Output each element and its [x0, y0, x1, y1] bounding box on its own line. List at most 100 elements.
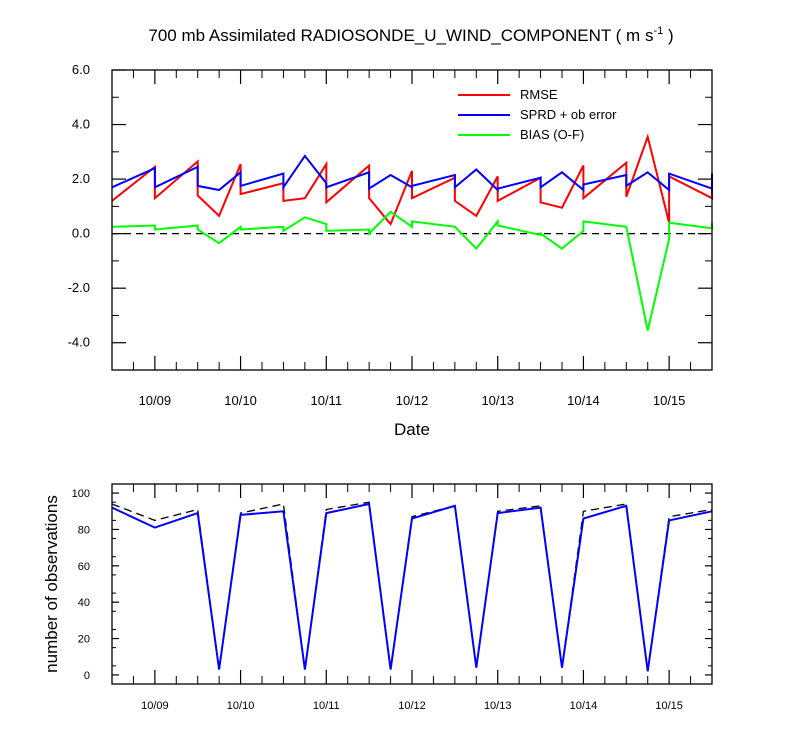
- data-point-2-17: [411, 221, 412, 222]
- plot-frame: [111, 483, 713, 685]
- data-point-2-31: [669, 239, 670, 240]
- data-point-1-28: [626, 174, 627, 175]
- data-point-0-7: [326, 509, 327, 510]
- y-tick-label: 6.0: [72, 62, 90, 77]
- data-point-0-11: [326, 164, 327, 165]
- data-point-2-13: [369, 229, 370, 230]
- data-point-0-5: [219, 215, 220, 216]
- data-point-1-2: [197, 513, 198, 514]
- data-point-1-14: [369, 188, 370, 189]
- data-point-1-3: [219, 669, 220, 670]
- data-point-1-11: [326, 183, 327, 184]
- data-point-1-5: [283, 511, 284, 512]
- data-point-0-13: [369, 165, 370, 166]
- data-point-2-15: [390, 211, 391, 212]
- chart-title: 700 mb Assimilated RADIOSONDE_U_WIND_COM…: [148, 25, 673, 45]
- x-tick-label: 10/15: [655, 700, 683, 712]
- data-point-1-20: [476, 169, 477, 170]
- data-point-1-7: [240, 185, 241, 186]
- data-point-1-16: [411, 187, 412, 188]
- data-point-2-20: [476, 248, 477, 249]
- data-point-2-21: [497, 221, 498, 222]
- data-point-2-2: [154, 229, 155, 230]
- data-point-2-3: [197, 225, 198, 226]
- y-tick-label: 100: [72, 488, 90, 500]
- data-point-1-29: [626, 185, 627, 186]
- data-point-0-1: [154, 520, 155, 521]
- data-point-1-2: [154, 187, 155, 188]
- x-tick-label: 10/09: [139, 393, 172, 408]
- data-point-1-3: [197, 166, 198, 167]
- data-point-1-9: [390, 669, 391, 670]
- data-point-2-12: [326, 230, 327, 231]
- data-point-2-25: [561, 248, 562, 249]
- data-point-0-28: [626, 162, 627, 163]
- data-point-1-19: [454, 187, 455, 188]
- legend-label-1: SPRD + ob error: [520, 107, 617, 122]
- data-point-0-17: [626, 503, 627, 504]
- data-point-0-29: [626, 196, 627, 197]
- data-point-1-6: [304, 669, 305, 670]
- data-point-1-15: [390, 174, 391, 175]
- data-point-0-10: [304, 198, 305, 199]
- y-tick-label: -2.0: [68, 280, 90, 295]
- data-point-1-10: [411, 518, 412, 519]
- data-point-1-17: [411, 185, 412, 186]
- data-point-1-16: [583, 518, 584, 519]
- data-point-0-21: [497, 176, 498, 177]
- data-point-1-1: [154, 527, 155, 528]
- data-point-2-29: [626, 226, 627, 227]
- x-tick-label: 10/13: [484, 700, 512, 712]
- y-tick-label: 20: [78, 634, 90, 646]
- x-tick-label: 10/11: [313, 700, 340, 712]
- data-point-1-7: [326, 513, 327, 514]
- data-point-1-8: [283, 173, 284, 174]
- data-point-0-19: [454, 200, 455, 201]
- data-point-0-4: [240, 513, 241, 514]
- data-point-2-5: [219, 243, 220, 244]
- bottom-panel: 10/09 10/10 10/11 10/12 10/13 10/14 10/15 0 20 40…: [42, 483, 713, 712]
- data-point-0-13: [497, 511, 498, 512]
- data-point-2-19: [454, 226, 455, 227]
- data-point-2-14: [369, 233, 370, 234]
- data-point-2-24: [540, 233, 541, 234]
- y-tick-label: 4.0: [72, 117, 90, 132]
- data-point-1-26: [583, 189, 584, 190]
- y-tick-label: 2.0: [72, 171, 90, 186]
- data-point-1-13: [497, 513, 498, 514]
- data-point-1-15: [561, 667, 562, 668]
- data-point-2-9: [283, 230, 284, 231]
- data-point-0-6: [240, 164, 241, 165]
- data-point-1-31: [669, 189, 670, 190]
- data-point-2-22: [497, 225, 498, 226]
- data-point-1-8: [369, 503, 370, 504]
- series-line-bias-o-f: [111, 210, 713, 331]
- data-point-1-27: [583, 184, 584, 185]
- data-point-0-9: [283, 200, 284, 201]
- data-point-0-8: [369, 502, 370, 503]
- data-point-1-18: [454, 174, 455, 175]
- chart-title-superscript: -1: [653, 25, 663, 37]
- chart-title-main: 700 mb Assimilated RADIOSONDE_U_WIND_COM…: [148, 26, 653, 45]
- data-point-0-2: [154, 198, 155, 199]
- data-point-0-26: [583, 165, 584, 166]
- data-point-1-18: [647, 671, 648, 672]
- x-tick-label: 10/14: [570, 700, 598, 712]
- data-point-0-4: [197, 195, 198, 196]
- plot-frame: [111, 69, 713, 371]
- data-point-0-7: [240, 194, 241, 195]
- data-point-0-2: [197, 509, 198, 510]
- series-line-sprd-ob-error: [111, 154, 713, 193]
- data-point-2-23: [540, 234, 541, 235]
- y-tick-label: 60: [78, 561, 90, 573]
- data-point-1-14: [540, 507, 541, 508]
- data-point-1-21: [497, 189, 498, 190]
- data-point-0-10: [411, 516, 412, 517]
- data-point-0-24: [540, 202, 541, 203]
- x-tick-label: 10/12: [398, 700, 426, 712]
- series-line-observations-assimilated: [111, 502, 713, 672]
- data-point-2-16: [411, 226, 412, 227]
- data-point-2-7: [240, 229, 241, 230]
- x-tick-label: 10/14: [567, 393, 600, 408]
